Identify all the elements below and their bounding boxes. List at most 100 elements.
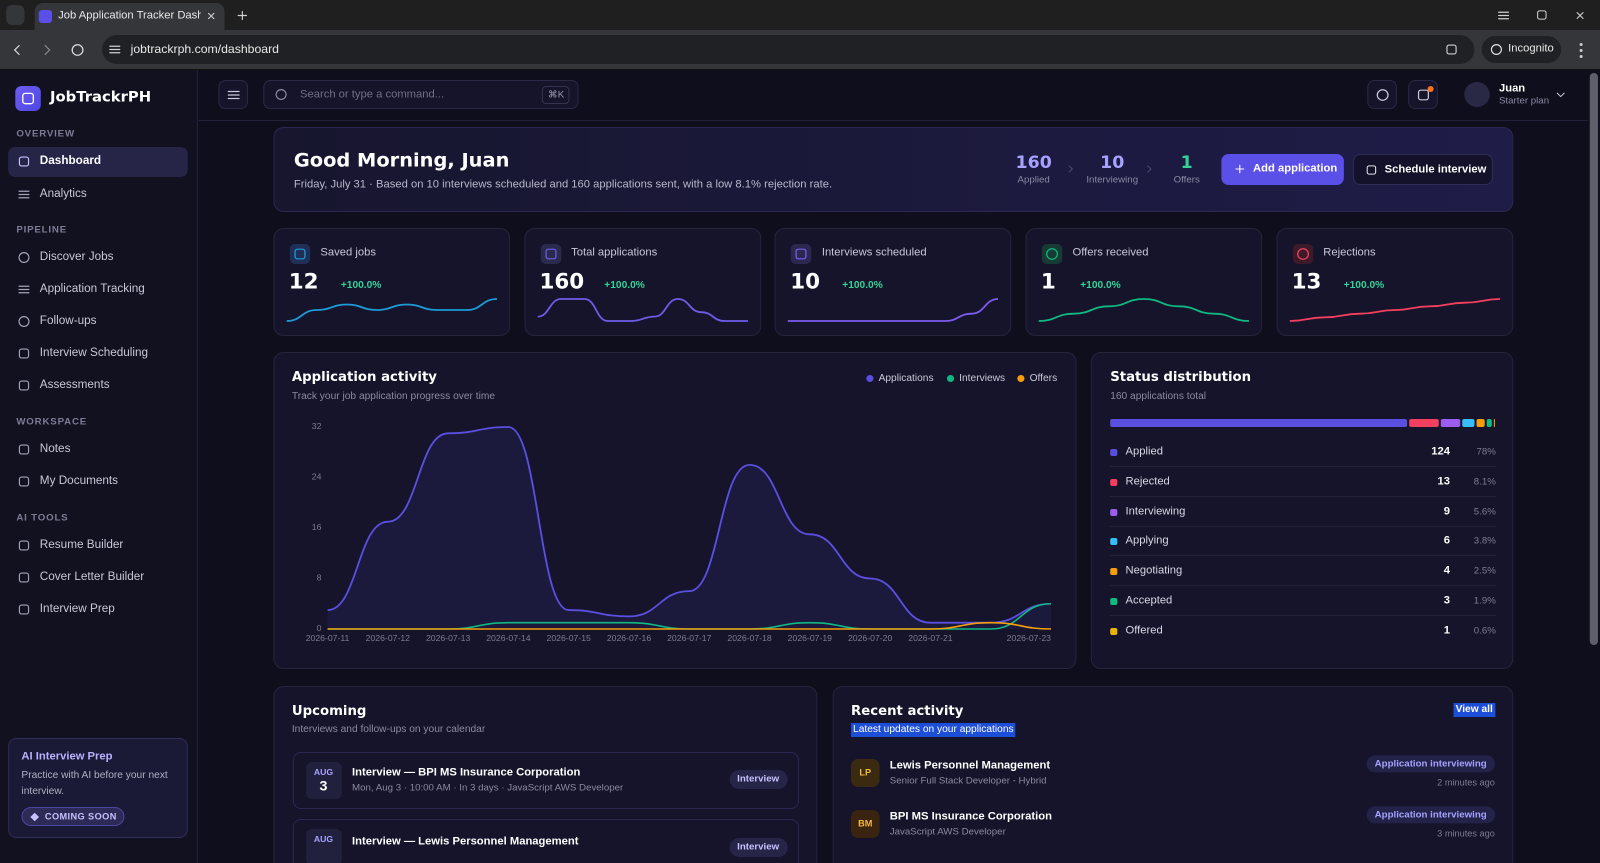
sparkline [286, 298, 497, 322]
nav-item[interactable]: Analytics [8, 180, 188, 210]
series-line [327, 426, 1052, 624]
incognito-badge[interactable]: Incognito [1481, 36, 1562, 63]
icon [1046, 248, 1059, 260]
status-percent: 0.6% [1473, 625, 1496, 637]
icon-shape [294, 248, 306, 260]
scrollbar-thumb[interactable] [1589, 73, 1598, 645]
legend-item[interactable]: Applications [866, 372, 948, 386]
notification-dot [1427, 86, 1434, 92]
nav-item[interactable]: Follow-ups [8, 307, 188, 337]
stat-card: Total applications 160 +100.0% [524, 228, 761, 336]
menu-toggle[interactable] [218, 80, 248, 109]
nav-item[interactable]: Cover Letter Builder [8, 563, 188, 593]
icon [18, 604, 30, 615]
stat-change: +100.0% [604, 280, 645, 291]
icon-shape [1147, 165, 1152, 173]
icon [18, 444, 30, 455]
nav-item[interactable]: Notes [8, 435, 188, 465]
nav-item[interactable]: Assessments [8, 371, 188, 401]
promo-card: AI Interview Prep Practice with AI before… [8, 738, 188, 838]
icon-shape [1296, 248, 1309, 260]
status-name: Applying [1125, 534, 1169, 547]
tab-strip [0, 0, 1600, 30]
icon [18, 316, 30, 327]
status-row[interactable]: Offered 1 0.6% [1110, 619, 1496, 643]
icon [1366, 165, 1377, 175]
nav-item[interactable]: My Documents [8, 467, 188, 497]
hero-stat-label: Interviewing [1086, 174, 1139, 186]
upcoming-item[interactable]: AUG Interview — Lewis Personnel Managemen… [292, 819, 799, 863]
nav-item[interactable]: Resume Builder [8, 531, 188, 561]
x-tick-label: 2026-07-17 [667, 633, 712, 643]
schedule-interview-button[interactable]: Schedule interview [1353, 154, 1493, 185]
activity-item[interactable]: BM BPI MS Insurance Corporation JavaScript… [851, 806, 1496, 840]
status-row[interactable]: Accepted 3 1.9% [1110, 589, 1496, 616]
icon [1498, 11, 1510, 20]
status-row[interactable]: Rejected 13 8.1% [1110, 470, 1496, 497]
area [327, 427, 1052, 629]
nav-item-active[interactable]: Dashboard [8, 147, 188, 177]
nav-label: Follow-ups [39, 315, 97, 328]
icon-shape [18, 476, 30, 487]
coming-soon-badge[interactable]: COMING SOON [21, 807, 125, 826]
upcoming-item[interactable]: AUG 3 Interview — BPI MS Insurance Corpora… [292, 752, 799, 809]
sparkline [1289, 298, 1500, 322]
icon [207, 12, 215, 20]
nav-label: Resume Builder [39, 539, 124, 552]
nav-item[interactable]: Interview Prep [8, 595, 188, 625]
icon [1147, 165, 1152, 173]
add-application-button[interactable]: Add application [1221, 154, 1344, 185]
status-count: 124 [1431, 445, 1450, 458]
y-tick-label: 32 [312, 421, 322, 431]
active-tab[interactable]: Job Application Tracker Dashbo [34, 3, 225, 30]
user-menu[interactable]: Juan Starter plan [1461, 78, 1571, 111]
user-plan: Starter plan [1498, 95, 1550, 107]
card-title: Status distribution [1110, 370, 1252, 386]
legend-swatch [946, 375, 955, 382]
icon [18, 572, 30, 583]
nav-item[interactable]: Interview Scheduling [8, 339, 188, 369]
icon [1235, 164, 1245, 174]
status-row[interactable]: Applying 6 3.8% [1110, 529, 1496, 557]
date-badge: AUG [306, 829, 342, 863]
status-dot [1110, 538, 1118, 546]
button-label: Add application [1253, 162, 1338, 175]
y-tick-label: 24 [312, 472, 322, 482]
status-row[interactable]: Applied 124 78% [1110, 440, 1496, 467]
nav-item[interactable]: Discover Jobs [8, 243, 188, 273]
view-all-link[interactable]: View all [1453, 703, 1495, 717]
icon [18, 540, 30, 551]
menu-dot[interactable] [1579, 55, 1583, 58]
address-bar[interactable]: jobtrackrph.com/dashboard [102, 35, 1475, 64]
sparkline [788, 298, 999, 322]
icon [71, 44, 84, 56]
status-row[interactable]: Interviewing 9 5.6% [1110, 500, 1496, 527]
legend-item[interactable]: Interviews [946, 372, 1029, 386]
activity-item[interactable]: LP Lewis Personnel Management Senior Full … [851, 755, 1496, 789]
stat-change: +100.0% [1343, 280, 1385, 291]
status-count: 4 [1443, 564, 1450, 577]
x-tick-label: 2026-07-21 [908, 633, 953, 643]
stat-label: Interviews scheduled [821, 246, 927, 259]
menu-dot[interactable] [1579, 49, 1583, 52]
brand-name[interactable]: JobTrackrPH [49, 89, 152, 106]
theme-toggle[interactable] [1367, 80, 1397, 109]
nav-item[interactable]: Application Tracking [8, 275, 188, 305]
stat-card: Offers received 1 +100.0% [1025, 228, 1263, 336]
nav-label: Interview Scheduling [39, 347, 149, 360]
icon [1446, 44, 1457, 55]
icon [18, 252, 30, 263]
company-initials: BM [858, 818, 873, 829]
menu-dot[interactable] [1579, 43, 1583, 46]
legend-item[interactable]: Offers [1017, 372, 1099, 386]
icon-shape [1490, 44, 1502, 55]
search-placeholder: Search or type a command... [299, 88, 445, 101]
notifications[interactable] [1408, 80, 1438, 109]
status-count: 13 [1437, 475, 1450, 488]
tab-list-button[interactable] [6, 5, 25, 25]
status-row[interactable]: Negotiating 4 2.5% [1110, 559, 1496, 587]
type-badge: Interview [729, 838, 788, 857]
distribution-segment [1440, 419, 1461, 427]
search-box[interactable]: Search or type a command... ⌘K [263, 80, 579, 109]
card-subtitle: Latest updates on your applications [851, 723, 1016, 737]
